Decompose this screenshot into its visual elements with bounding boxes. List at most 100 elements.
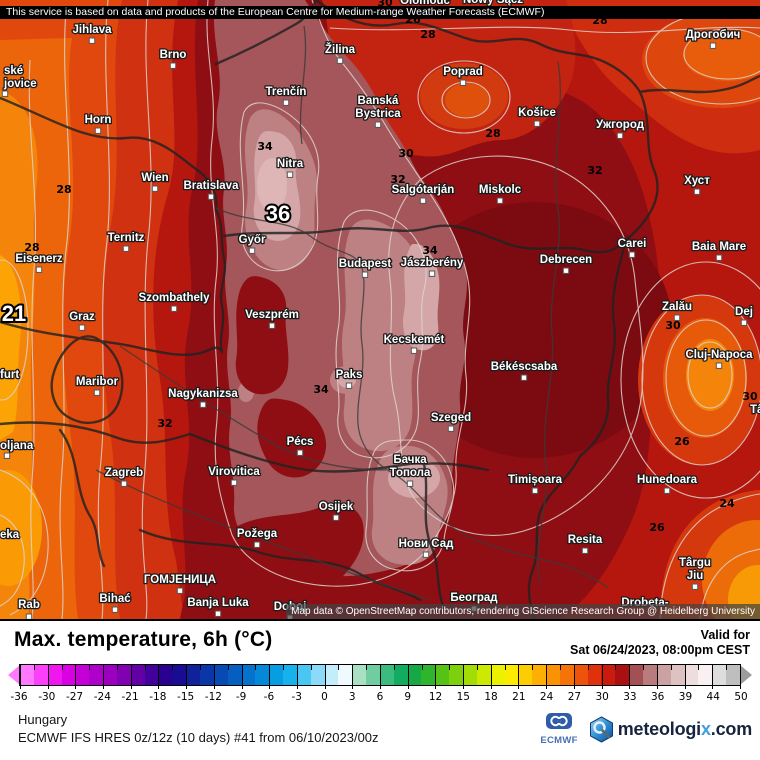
city-marker <box>88 37 96 44</box>
scale-tick <box>629 665 631 689</box>
scale-cell <box>726 665 740 685</box>
city-label: Pécs <box>285 435 315 456</box>
scale-tick-labels: -36 -30 -27 -24 -21 -18 -15 -12 -9 -6 -3 0 3 6 9 12 15 18… <box>10 691 747 705</box>
city-label: furt <box>0 368 21 383</box>
city-label: Baia Mare <box>691 240 747 261</box>
scale-cell <box>698 665 713 685</box>
city-name: Топола <box>390 467 431 479</box>
scale-cell <box>20 665 34 685</box>
scale-cell <box>656 665 671 685</box>
city-label: Bratislava <box>182 179 240 200</box>
city-name: Hunedoara <box>637 474 698 486</box>
isotherm-value-label: 28 <box>24 241 39 254</box>
scale-tick <box>740 665 741 689</box>
city-name: Бачка <box>393 454 427 466</box>
city-marker <box>230 479 238 486</box>
scale-cell <box>559 665 574 685</box>
city-label: eka <box>0 528 21 543</box>
city-marker <box>673 314 681 321</box>
scale-cell <box>227 665 242 685</box>
scale-cell <box>366 665 380 685</box>
scale-cell <box>532 665 547 685</box>
city-name: eka <box>0 529 20 541</box>
city-label: Zalău <box>661 300 693 321</box>
valid-datetime: Sat 06/24/2023, 08:00pm CEST <box>570 643 750 657</box>
scale-minor-tick <box>726 665 728 670</box>
city-name: Graz <box>69 311 95 323</box>
scale-cell <box>186 665 200 685</box>
scale-tick <box>573 665 575 689</box>
scale-tick-label: 44 <box>706 691 720 703</box>
scale-cell <box>310 665 325 685</box>
city-marker <box>428 270 436 277</box>
scale-tick <box>158 665 160 689</box>
scale-tick-label: 27 <box>567 691 582 703</box>
city-label: Paks <box>334 368 364 389</box>
city-name: Zagreb <box>105 467 143 479</box>
scale-tick-label: 18 <box>484 691 498 703</box>
scale-cell <box>546 665 560 685</box>
city-name: jovice <box>3 78 37 90</box>
temperature-map[interactable]: 30 26 28 28 28 30 32 34 28 32 28 34 30 34 32 30 26 24 26 36… <box>0 0 760 621</box>
scale-tick-label: 33 <box>623 691 637 703</box>
scale-tick-label: -15 <box>177 691 195 703</box>
scale-tick <box>656 665 658 689</box>
scale-cell <box>33 665 48 685</box>
city-marker <box>496 197 504 204</box>
city-marker <box>296 449 304 456</box>
isotherm-value-label: 30 <box>398 147 414 160</box>
city-label: Nagykanizsa <box>167 387 240 408</box>
meteologix-logo-text: meteologix.com <box>618 719 752 740</box>
banner-text: This service is based on data and produc… <box>6 6 545 18</box>
scale-cell <box>379 665 394 685</box>
country-borders <box>0 0 760 619</box>
city-label: Maribor <box>75 375 120 396</box>
isotherm-value-label: 30 <box>377 0 393 9</box>
meteologix-logo[interactable]: meteologix.com <box>588 716 752 743</box>
city-label: Zagreb <box>104 466 144 487</box>
city-marker <box>169 62 177 69</box>
scale-tick-label: -12 <box>204 691 222 703</box>
ecmwf-logo[interactable]: ECMWF <box>540 713 577 746</box>
city-name: Paks <box>336 369 363 381</box>
scale-minor-tick <box>33 665 35 670</box>
city-name: Jihlava <box>73 24 113 36</box>
city-marker <box>332 514 340 521</box>
city-name: Jiu <box>687 570 704 582</box>
city-label: Trenčín <box>264 85 308 106</box>
city-marker <box>562 267 570 274</box>
city-label: ГОМЈЕНИЦА <box>143 573 217 594</box>
city-name: Debrecen <box>540 254 592 266</box>
city-name: Baia Mare <box>692 241 746 253</box>
city-marker <box>361 271 369 278</box>
ecmwf-service-banner: This service is based on data and produc… <box>0 6 760 19</box>
city-label: Nitra <box>276 157 305 178</box>
scale-minor-tick <box>504 665 506 670</box>
isotherm-value-label: 34 <box>313 383 329 396</box>
valid-time-block: Valid for Sat 06/24/2023, 08:00pm CEST <box>570 628 750 658</box>
city-name: Veszprém <box>245 309 299 321</box>
scale-cell <box>573 665 588 685</box>
city-name: Budapest <box>339 258 392 270</box>
city-marker <box>616 132 624 139</box>
city-label: jovice <box>2 77 38 97</box>
city-label: Budapest <box>337 257 393 278</box>
city-marker <box>533 120 541 127</box>
city-marker <box>93 389 101 396</box>
city-label: Дрогобич <box>684 28 742 49</box>
city-label: Horn <box>83 113 113 134</box>
city-name: Târgu <box>679 557 711 569</box>
scale-tick-label: 30 <box>595 691 609 703</box>
scale-tick <box>518 665 520 689</box>
scale-cell <box>296 665 311 685</box>
city-label: Bihać <box>98 592 133 613</box>
city-label-layer: Olomouc Nowy Sącz Jihlava Brno Žilina skéjovi… <box>0 0 760 619</box>
scale-cell <box>601 665 616 685</box>
scale-tick <box>463 665 465 689</box>
scale-tick <box>380 665 381 689</box>
isotherm-value-label: 26 <box>674 435 690 448</box>
city-name: Szombathely <box>139 292 211 304</box>
city-name: oljana <box>0 440 34 452</box>
isotherm-value-label: 24 <box>719 497 735 510</box>
